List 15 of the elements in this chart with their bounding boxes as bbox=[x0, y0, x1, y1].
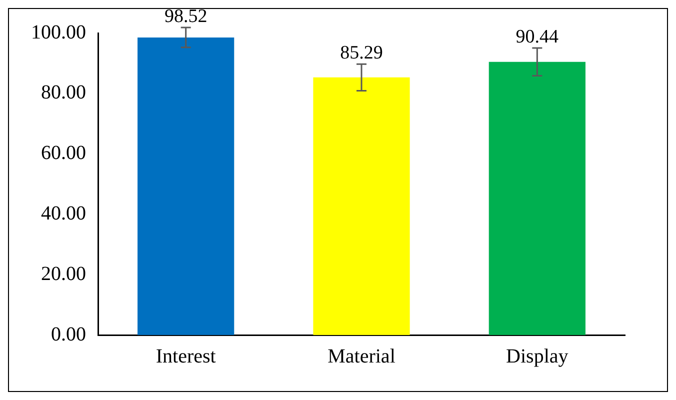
y-tick-label: 60.00 bbox=[41, 142, 86, 164]
data-label: 98.52 bbox=[164, 6, 208, 27]
x-tick-label: Display bbox=[506, 345, 568, 368]
bar bbox=[138, 37, 234, 335]
y-tick-label: 0.00 bbox=[51, 323, 86, 346]
y-tick-label: 20.00 bbox=[41, 262, 86, 285]
data-label: 90.44 bbox=[516, 26, 560, 48]
bar bbox=[488, 62, 586, 335]
y-tick-label: 100.00 bbox=[31, 21, 86, 44]
x-tick-label: Interest bbox=[156, 345, 216, 368]
y-tick-label: 80.00 bbox=[41, 82, 86, 104]
bar bbox=[313, 77, 410, 335]
x-tick-label: Material bbox=[328, 345, 396, 368]
y-tick-label: 40.00 bbox=[41, 202, 86, 224]
data-label: 85.29 bbox=[340, 42, 383, 64]
